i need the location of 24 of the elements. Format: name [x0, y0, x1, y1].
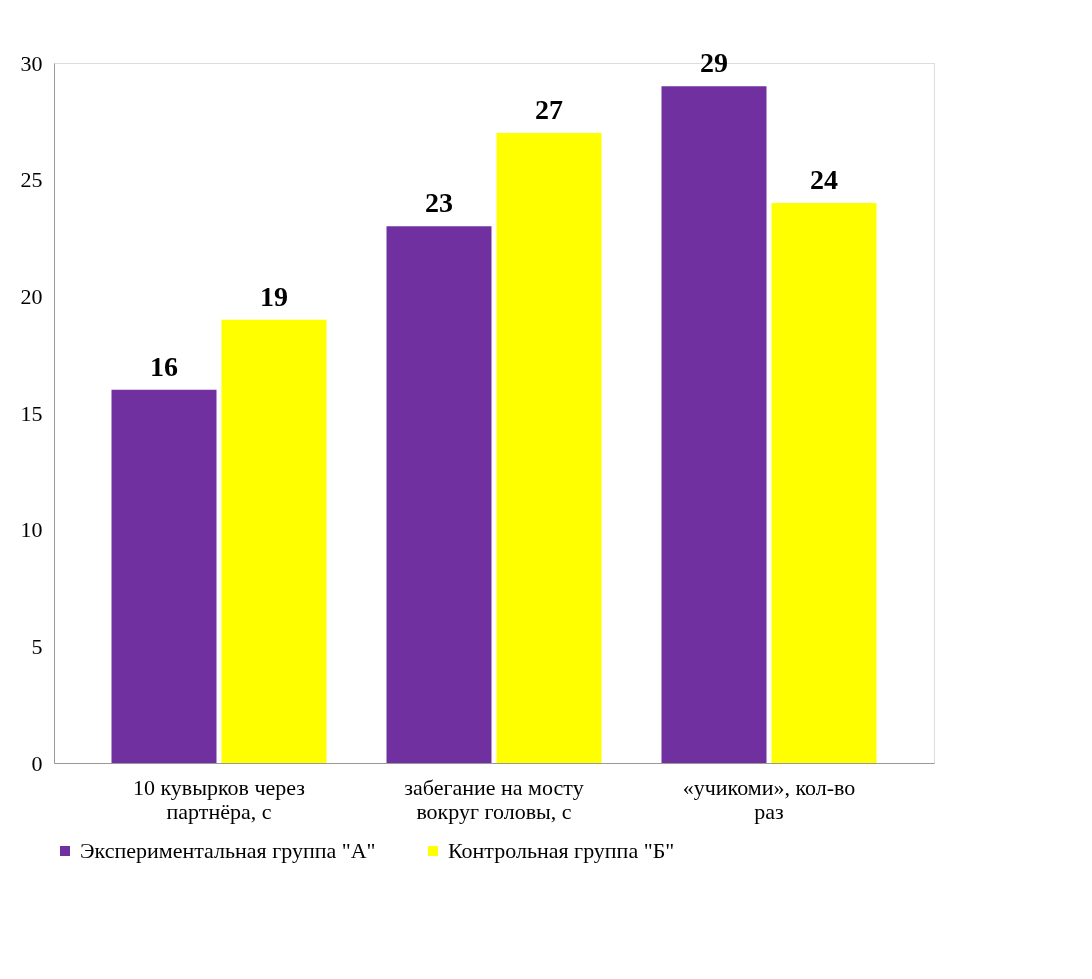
y-tick-label: 15	[20, 400, 43, 426]
bar	[386, 226, 492, 763]
bar	[661, 86, 767, 763]
y-tick-label: 10	[20, 517, 43, 543]
data-label: 23	[425, 187, 453, 219]
y-tick-label: 5	[31, 633, 43, 659]
data-label: 19	[260, 280, 288, 312]
bar	[771, 203, 877, 763]
bar	[111, 389, 217, 763]
data-label: 24	[810, 164, 838, 195]
data-label: 16	[150, 350, 178, 382]
bar	[221, 319, 327, 763]
x-tick-label: «учикоми», кол-во раз	[682, 774, 856, 824]
legend-label: Экспериментальная группа "А"	[80, 838, 376, 863]
x-tick-label: забегание на мосту вокруг головы, с	[404, 774, 584, 824]
legend-label: Контрольная группа "Б"	[448, 838, 675, 863]
y-tick-label: 20	[20, 283, 43, 309]
bar	[496, 133, 602, 763]
data-label: 29	[700, 47, 728, 79]
data-label: 27	[535, 94, 563, 125]
y-tick-label: 0	[31, 750, 43, 776]
y-tick-label: 25	[20, 167, 43, 193]
x-tick-label: 10 кувырков через партнёра, с	[132, 774, 306, 824]
y-tick-label: 30	[20, 50, 43, 76]
